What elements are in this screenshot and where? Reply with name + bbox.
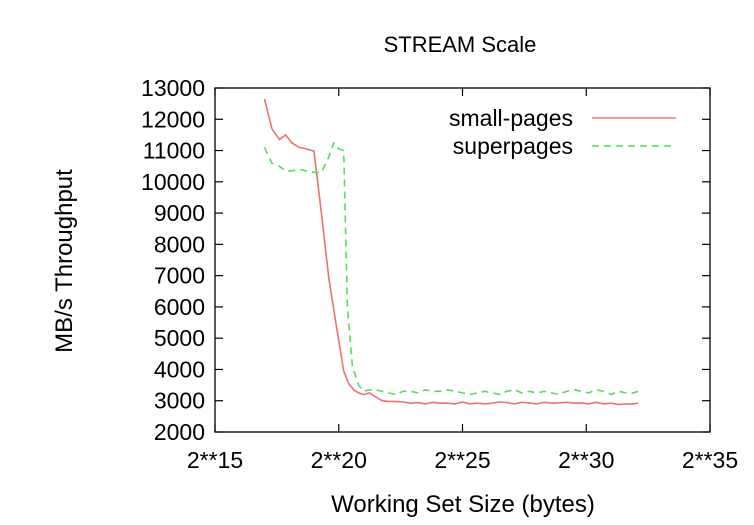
x-tick-label: 2**35	[682, 447, 738, 473]
series-line-small-pages	[263, 98, 639, 406]
series-lines	[263, 98, 639, 406]
y-tick-label: 8000	[154, 231, 205, 257]
axis-ticks: 2000 3000 4000 5000 6000 7000 8000 9000 10000 110…	[141, 75, 738, 473]
y-axis-label: MB/s Throughput	[51, 169, 78, 353]
x-tick-label: 2**25	[434, 447, 490, 473]
x-tick-label: 2**15	[187, 447, 243, 473]
legend-label: superpages	[453, 133, 573, 159]
y-tick-label: 2000	[154, 419, 205, 445]
y-tick-label: 10000	[141, 169, 205, 195]
y-tick-label: 5000	[154, 325, 205, 351]
chart-title: STREAM Scale	[384, 32, 537, 57]
y-tick-label: 12000	[141, 106, 205, 132]
y-tick-label: 4000	[154, 356, 205, 382]
y-tick-label: 13000	[141, 75, 205, 101]
x-tick-label: 2**20	[311, 447, 367, 473]
series-line-superpages	[263, 141, 639, 396]
y-tick-label: 3000	[154, 388, 205, 414]
y-tick-label: 9000	[154, 200, 205, 226]
y-tick-label: 11000	[143, 138, 205, 164]
y-tick-label: 6000	[154, 294, 205, 320]
y-tick-label: 7000	[154, 263, 205, 289]
legend-label: small-pages	[449, 105, 573, 131]
x-tick-label: 2**30	[558, 447, 614, 473]
x-axis-label: Working Set Size (bytes)	[331, 491, 595, 518]
